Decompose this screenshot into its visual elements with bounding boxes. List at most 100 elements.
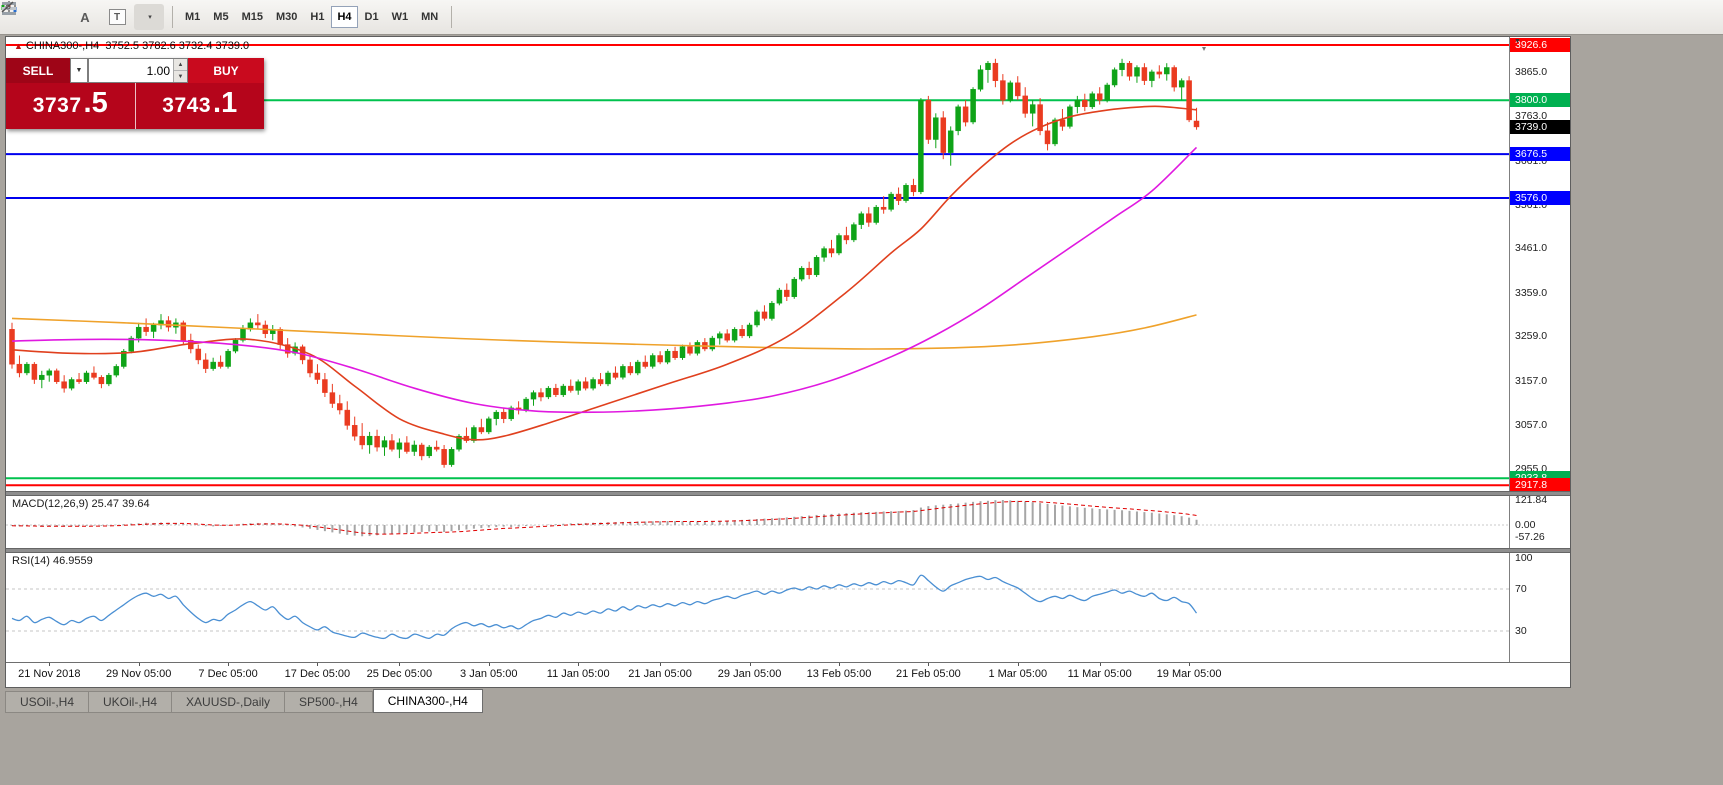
macd-value-1: 25.47 [91,498,120,510]
rsi-value: 46.9559 [52,555,93,567]
price-tick: 3865.0 [1515,65,1548,78]
scale-scroll-icon[interactable]: ▼ [1514,38,1521,45]
macd-scale-tick: -57.26 [1515,530,1545,543]
tab-usoil-h4[interactable]: USOil-,H4 [5,691,90,713]
time-tick [228,663,230,666]
price-scale[interactable]: ▼3865.03763.03661.03561.03461.03359.0325… [1509,37,1570,662]
buy-button[interactable]: BUY [188,58,264,83]
time-tick [317,663,319,666]
time-tick [1189,663,1191,666]
price-tick: 3157.0 [1515,374,1548,387]
price-badge-3926.6: 3926.6 [1510,38,1570,52]
timeframe-m15[interactable]: M15 [241,11,263,23]
price-tick: 3763.0 [1515,110,1548,123]
horizontal-lines [6,44,1509,487]
price-badge-3800.0: 3800.0 [1510,93,1570,108]
volume-decrease-button[interactable]: ▼ [174,71,187,82]
main-toolbar: A T ▾ M1 M5 M15 M30 H1 H4 D1 W1 MN [0,0,1723,35]
rsi-scale-tick: 70 [1515,583,1527,595]
lot-dropdown[interactable]: ▼ [70,58,88,83]
timeframe-m30[interactable]: M30 [275,11,298,23]
timeframe-h1[interactable]: H1 [310,11,325,23]
tab-china300-h4[interactable]: CHINA300-,H4 [372,689,483,713]
volume-input[interactable] [89,59,173,82]
time-tick [578,663,580,666]
time-tick [49,663,51,666]
time-tick [839,663,840,666]
time-tick [138,663,140,666]
tab-xauusd-daily[interactable]: XAUUSD-,Daily [172,691,286,713]
time-tick [1017,663,1019,666]
candles-layer [9,58,1200,468]
time-label: 13 Feb 05:00 [806,668,872,680]
price-chart-pane[interactable]: ▲ CHINA300-,H4 3752.5 3782.6 3732.4 3739.… [6,37,1509,491]
rsi-line [11,574,1198,640]
candlestick-chart-svg [6,44,1509,487]
rsi-chart-svg [6,574,1509,640]
time-tick [928,663,930,666]
timeframe-mn[interactable]: MN [421,11,439,23]
time-label: 29 Jan 05:00 [717,668,782,680]
rsi-name: RSI(14) [12,555,50,567]
volume-box: ▲ ▼ [88,58,188,83]
time-label: 3 Jan 05:00 [460,668,518,680]
rsi-indicator-label: RSI(14) 46.9559 [12,555,93,567]
chart-tab-bar: USOil-,H4 UKOil-,H4 XAUUSD-,Daily SP500-,H4… [5,689,483,713]
symbol-icon: ▲ [14,41,23,51]
crosshair-tool-icon[interactable]: ▾ [1,1,164,30]
time-label: 25 Dec 05:00 [366,668,433,680]
timeframe-w1[interactable]: W1 [391,11,409,23]
time-tick [749,663,751,666]
text-label-icon[interactable]: A [80,9,90,25]
pane-separator[interactable] [6,548,1570,553]
sell-price-main: 3737 [32,94,82,117]
chart-title: ▲ CHINA300-,H4 3752.5 3782.6 3732.4 3739.… [14,40,249,52]
rsi-scale-tick: 100 [1515,551,1533,564]
price-tick: 3057.0 [1515,418,1548,431]
ma-mid-magenta [11,146,1198,414]
time-label: 21 Jan 05:00 [628,668,692,680]
pane-separator[interactable] [6,491,1570,496]
time-label: 1 Mar 05:00 [988,668,1048,680]
macd-signal-line [11,500,1197,535]
tab-sp500-h4[interactable]: SP500-,H4 [285,691,373,713]
chevron-down-icon: ▼ [75,67,83,74]
volume-increase-button[interactable]: ▲ [174,59,187,71]
price-tick: 3259.0 [1515,330,1548,343]
timeframe-d1[interactable]: D1 [364,11,379,23]
ma-slow-orange [11,314,1197,350]
buy-price[interactable]: 3743.1 [136,83,265,129]
macd-scale-tick: 121.84 [1515,494,1548,506]
macd-chart-svg [6,500,1509,537]
timeframe-m1[interactable]: M1 [185,11,201,23]
timeframe-h4[interactable]: H4 [331,6,358,28]
buy-price-frac: .1 [213,86,238,119]
rsi-pane[interactable]: RSI(14) 46.9559 [6,553,1509,662]
one-click-trading-panel: SELL ▼ ▲ ▼ BUY 3737.5 3743.1 [6,58,264,129]
macd-pane[interactable]: MACD(12,26,9) 25.47 39.64 [6,496,1509,548]
toolbar-separator [172,6,173,28]
time-axis[interactable]: 21 Nov 2018 29 Nov 05:00 7 Dec 05:00 17 Dec… [6,662,1570,687]
timeframe-m5[interactable]: M5 [213,11,229,23]
price-tick: 3359.0 [1515,286,1548,299]
template-icon[interactable]: T [102,4,132,30]
time-label: 19 Mar 05:00 [1156,668,1222,680]
sell-button[interactable]: SELL [6,58,70,83]
macd-value-2: 39.64 [122,498,150,510]
time-tick [399,663,401,666]
ma-fast-red [11,105,1197,441]
chart-ohlc-readout: 3752.5 3782.6 3732.4 3739.0 [105,40,250,52]
time-label: 21 Feb 05:00 [895,668,961,680]
time-label: 17 Dec 05:00 [284,668,351,680]
profiles-icon[interactable] [2,2,68,30]
chart-shift-marker[interactable] [1202,47,1206,51]
timeframe-group: M1 M5 M15 M30 H1 H4 D1 W1 MN [179,6,445,28]
toolbar-icon-group: A T ▾ [1,1,166,30]
price-badge-3676.5: 3676.5 [1510,147,1570,162]
time-label: 11 Jan 05:00 [546,668,610,680]
sell-price[interactable]: 3737.5 [6,83,136,129]
time-label: 7 Dec 05:00 [198,668,258,680]
tab-ukoil-h4[interactable]: UKOil-,H4 [89,691,173,713]
time-tick [1099,663,1101,666]
toolbar-separator [451,6,453,28]
